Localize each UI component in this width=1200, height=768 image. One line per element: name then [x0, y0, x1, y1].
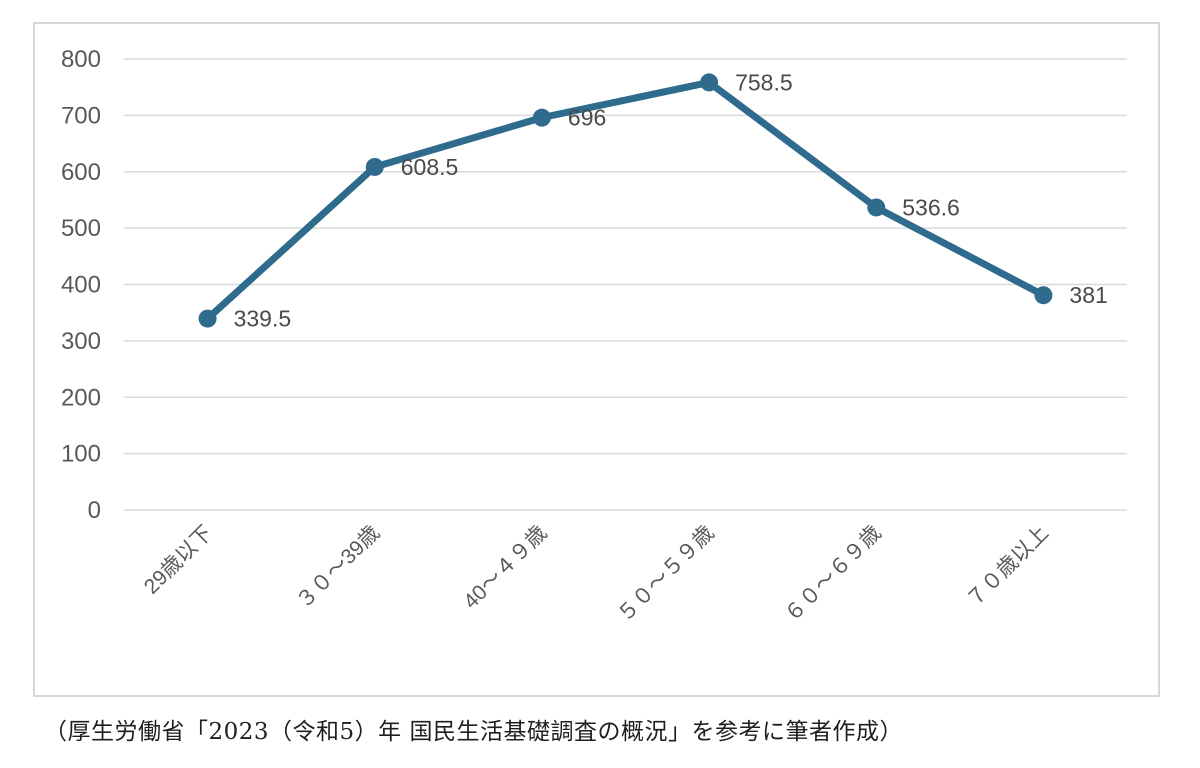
chart-container: 0 100 200 300 400 500 600 700 800 339.5 608.5 696 75… — [33, 22, 1160, 697]
data-point-marker — [198, 309, 217, 328]
data-point-label: 536.6 — [902, 194, 960, 220]
y-axis-tick-label: 100 — [61, 441, 101, 468]
y-axis-tick-label: 700 — [61, 102, 101, 129]
data-point-marker — [1034, 286, 1053, 305]
data-point-label: 758.5 — [735, 69, 793, 95]
data-point-marker — [867, 198, 886, 217]
x-axis-tick-label: ６０～６９歳 — [780, 521, 885, 626]
x-axis-tick-label: 40～４９歳 — [459, 521, 551, 613]
x-axis-tick-label: ３０～39歳 — [292, 521, 384, 613]
y-axis-tick-label: 0 — [88, 497, 101, 524]
x-axis-tick-label: ７０歳以上 — [962, 521, 1053, 612]
y-axis-tick-label: 400 — [61, 272, 101, 299]
x-axis-tick-label: ５０～５９歳 — [613, 521, 718, 626]
y-axis-tick-label: 300 — [61, 328, 101, 355]
data-point-marker — [700, 73, 719, 92]
data-point-label: 608.5 — [401, 154, 459, 180]
line-chart: 0 100 200 300 400 500 600 700 800 339.5 608.5 696 75… — [61, 46, 1127, 627]
y-axis-tick-label: 800 — [61, 46, 101, 73]
data-point-marker — [532, 108, 551, 127]
x-axis-tick-label: 29歳以下 — [140, 521, 217, 598]
series-line — [204, 78, 1047, 323]
source-caption: （厚生労働省「2023（令和5）年 国民生活基礎調査の概況」を参考に筆者作成） — [44, 719, 903, 745]
data-point-label: 696 — [568, 105, 606, 131]
data-point-label: 381 — [1069, 282, 1107, 308]
y-axis-tick-label: 500 — [61, 215, 101, 242]
data-point-marker — [365, 157, 384, 176]
y-axis-tick-label: 200 — [61, 384, 101, 411]
data-point-label: 339.5 — [234, 306, 292, 332]
y-axis-tick-label: 600 — [61, 159, 101, 186]
